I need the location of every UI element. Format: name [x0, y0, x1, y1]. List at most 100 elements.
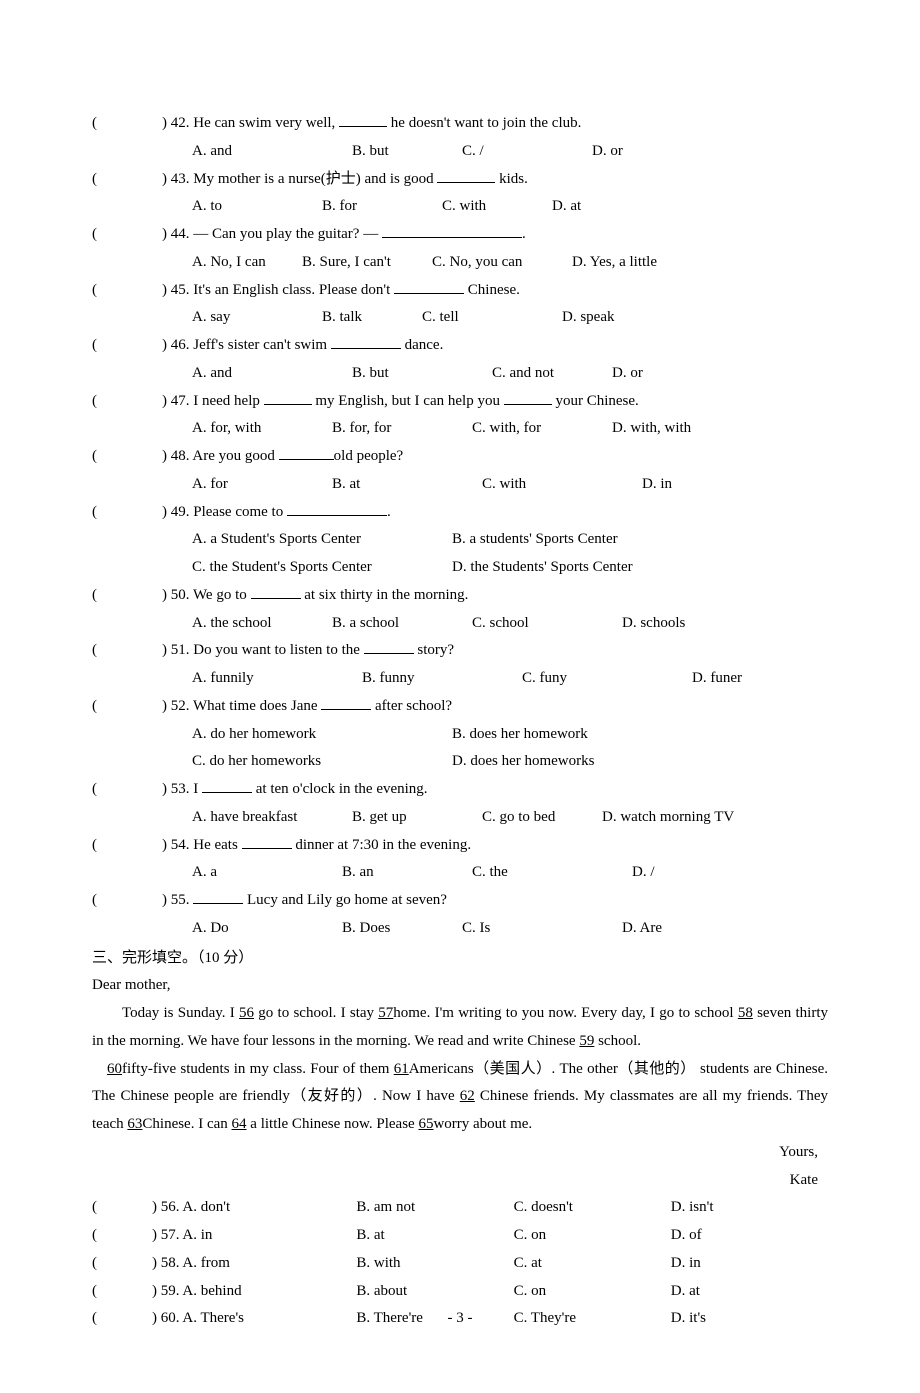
options-row: A. do her homeworkB. does her homework — [162, 721, 828, 749]
question-body: ) 42. He can swim very well, he doesn't … — [162, 110, 828, 166]
cloze-option-row: () 58. A. fromB. withC. atD. in — [92, 1250, 828, 1278]
options-row: A. DoB. DoesC. IsD. Are — [162, 915, 828, 943]
option: D. does her homeworks — [452, 748, 594, 776]
answer-paren: ( — [92, 1278, 152, 1306]
option: D. with, with — [612, 415, 691, 443]
fill-blank — [437, 167, 495, 183]
answer-paren: ( — [92, 1222, 152, 1250]
section-3-title: 三、完形填空。（10 分） — [92, 945, 828, 973]
page: () 42. He can swim very well, he doesn't… — [0, 0, 920, 1393]
question-body: ) 52. What time does Jane after school?A… — [162, 693, 828, 776]
option: A. No, I can — [192, 249, 302, 277]
options-row: A. andB. butC. /D. or — [162, 138, 828, 166]
blank-59: 59 — [579, 1033, 594, 1049]
passage-text: worry about me. — [433, 1116, 532, 1132]
option: C. funy — [522, 665, 692, 693]
question-stem: ) 54. He eats dinner at 7:30 in the even… — [162, 832, 828, 860]
options-row: A. funnilyB. funnyC. funyD. funer — [162, 665, 828, 693]
option: B. for, for — [332, 415, 472, 443]
answer-paren: ( — [92, 693, 162, 776]
answer-paren: ( — [92, 887, 162, 943]
answer-paren: ( — [92, 388, 162, 444]
question-body: ) 48. Are you good old people?A. forB. a… — [162, 443, 828, 499]
option: B. but — [352, 138, 462, 166]
passage-text: a little Chinese now. Please — [247, 1116, 419, 1132]
question-stem: ) 46. Jeff's sister can't swim dance. — [162, 332, 828, 360]
options-row: A. No, I canB. Sure, I can'tC. No, you c… — [162, 249, 828, 277]
options-row: A. sayB. talkC. tellD. speak — [162, 304, 828, 332]
option: A. to — [192, 193, 322, 221]
blank-62: 62 — [460, 1088, 475, 1104]
cloze-option-a: ) 56. A. don't — [152, 1194, 356, 1222]
option: C. with — [482, 471, 642, 499]
options-row: A. toB. forC. withD. at — [162, 193, 828, 221]
fill-blank — [394, 278, 464, 294]
question-row: () 55. Lucy and Lily go home at seven?A.… — [92, 887, 828, 943]
answer-paren: ( — [92, 1250, 152, 1278]
blank-58: 58 — [738, 1005, 753, 1021]
fill-blank — [193, 888, 243, 904]
question-stem: ) 47. I need help my English, but I can … — [162, 388, 828, 416]
blank-63: 63 — [127, 1116, 142, 1132]
question-row: () 50. We go to at six thirty in the mor… — [92, 582, 828, 638]
fill-blank — [251, 583, 301, 599]
cloze-option-a: ) 57. A. in — [152, 1222, 356, 1250]
fill-blank — [382, 222, 522, 238]
option: B. for — [322, 193, 442, 221]
option: B. talk — [322, 304, 422, 332]
cloze-option-d: D. in — [671, 1250, 828, 1278]
options-row: C. the Student's Sports CenterD. the Stu… — [162, 554, 828, 582]
blank-57: 57 — [378, 1005, 393, 1021]
option: C. the Student's Sports Center — [192, 554, 452, 582]
fill-blank — [202, 777, 252, 793]
answer-paren: ( — [92, 166, 162, 222]
question-body: ) 54. He eats dinner at 7:30 in the even… — [162, 832, 828, 888]
option: B. a students' Sports Center — [452, 526, 618, 554]
question-stem: ) 48. Are you good old people? — [162, 443, 828, 471]
question-row: () 52. What time does Jane after school?… — [92, 693, 828, 776]
option: A. Do — [192, 915, 342, 943]
option: D. funer — [692, 665, 742, 693]
question-stem: ) 49. Please come to . — [162, 499, 828, 527]
fill-blank — [242, 833, 292, 849]
question-row: () 51. Do you want to listen to the stor… — [92, 637, 828, 693]
answer-paren: ( — [92, 499, 162, 582]
option: A. and — [192, 138, 352, 166]
option: A. the school — [192, 610, 332, 638]
option: D. or — [592, 138, 623, 166]
question-row: () 44. — Can you play the guitar? — .A. … — [92, 221, 828, 277]
signature-name: Kate — [92, 1167, 828, 1195]
question-row: () 42. He can swim very well, he doesn't… — [92, 110, 828, 166]
question-row: () 54. He eats dinner at 7:30 in the eve… — [92, 832, 828, 888]
option: D. speak — [562, 304, 615, 332]
blank-61: 61 — [394, 1061, 409, 1077]
option: A. for — [192, 471, 332, 499]
question-stem: ) 50. We go to at six thirty in the morn… — [162, 582, 828, 610]
option: B. a school — [332, 610, 472, 638]
question-body: ) 51. Do you want to listen to the story… — [162, 637, 828, 693]
fill-blank — [339, 111, 387, 127]
option: A. say — [192, 304, 322, 332]
question-stem: ) 42. He can swim very well, he doesn't … — [162, 110, 828, 138]
cloze-option-d: D. of — [671, 1222, 828, 1250]
signature-yours: Yours, — [92, 1139, 828, 1167]
cloze-option-b: B. about — [356, 1278, 513, 1306]
blank-65: 65 — [418, 1116, 433, 1132]
passage-text: school. — [594, 1033, 641, 1049]
option: C. tell — [422, 304, 562, 332]
cloze-option-b: B. with — [356, 1250, 513, 1278]
options-row: A. andB. butC. and notD. or — [162, 360, 828, 388]
question-row: () 45. It's an English class. Please don… — [92, 277, 828, 333]
question-stem: ) 53. I at ten o'clock in the evening. — [162, 776, 828, 804]
blank-64: 64 — [232, 1116, 247, 1132]
question-stem: ) 45. It's an English class. Please don'… — [162, 277, 828, 305]
question-body: ) 46. Jeff's sister can't swim dance.A. … — [162, 332, 828, 388]
option: D. Are — [622, 915, 662, 943]
option: C. No, you can — [432, 249, 572, 277]
question-stem: ) 52. What time does Jane after school? — [162, 693, 828, 721]
options-row: C. do her homeworksD. does her homeworks — [162, 748, 828, 776]
page-number: - 3 - — [0, 1305, 920, 1333]
option: D. watch morning TV — [602, 804, 734, 832]
answer-paren: ( — [92, 637, 162, 693]
options-row: A. aB. anC. theD. / — [162, 859, 828, 887]
